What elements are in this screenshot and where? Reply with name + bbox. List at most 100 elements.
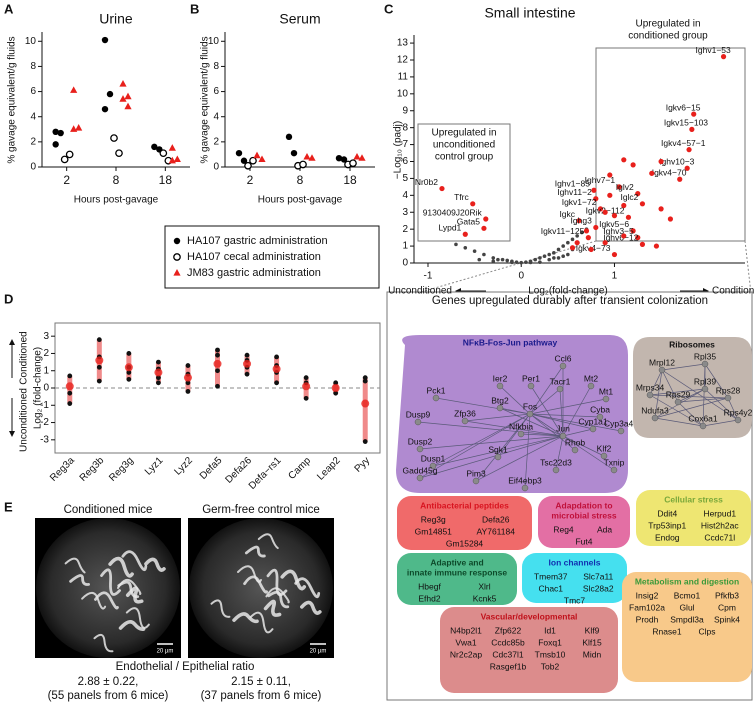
node-label: Ier2 xyxy=(493,373,508,383)
vessel xyxy=(244,545,266,558)
edge xyxy=(417,421,564,437)
point xyxy=(333,380,339,386)
node-label: Cyp3a44 xyxy=(604,418,638,428)
range-bar xyxy=(362,377,368,442)
y-axis-label: −Log₁₀ (padj) xyxy=(393,121,404,179)
edge xyxy=(435,397,531,415)
point xyxy=(481,225,487,231)
mean xyxy=(183,373,192,382)
edge xyxy=(529,413,601,418)
point-label: Nr0b2 xyxy=(415,177,438,187)
point xyxy=(477,257,482,262)
point xyxy=(574,240,580,246)
gene: Spink4 xyxy=(714,614,740,624)
ratio: 2.15 ± 0.11, xyxy=(231,676,291,688)
point xyxy=(70,125,78,132)
y-tick-label: -3 xyxy=(40,434,49,445)
ratio: 2.88 ± 0.22, xyxy=(78,676,139,688)
direction-label: Unconditioned xyxy=(19,388,30,452)
point xyxy=(96,337,102,343)
x-tick-label: Leap2 xyxy=(315,455,343,483)
vessel xyxy=(232,612,259,624)
point xyxy=(597,206,604,212)
vessel xyxy=(267,590,290,609)
edge xyxy=(475,435,564,482)
group-title: Ion channels xyxy=(549,557,601,567)
vessel xyxy=(100,568,121,596)
y-tick-label: 2 xyxy=(43,348,49,359)
point xyxy=(308,154,316,161)
point xyxy=(75,124,83,131)
node-label: Mt2 xyxy=(584,373,598,383)
chart-title: Urine xyxy=(99,11,133,27)
x-tick-label: Pyy xyxy=(353,455,373,475)
point xyxy=(303,152,311,160)
cluster-title: NFκB-Fos-Jun pathway xyxy=(463,337,558,347)
point xyxy=(173,269,181,276)
point xyxy=(691,111,697,117)
group-box xyxy=(440,607,618,693)
point xyxy=(639,201,646,207)
point xyxy=(635,191,641,197)
gene: Xlrl xyxy=(478,581,490,591)
node xyxy=(571,446,579,454)
point xyxy=(667,216,674,222)
x-axis-label: Hours post-gavage xyxy=(258,195,343,206)
panel-letter: A xyxy=(4,1,14,16)
x-tick-label: Camp xyxy=(286,455,313,482)
gene: Insig2 xyxy=(636,590,659,600)
gene: Tmem37 xyxy=(534,571,568,581)
vessel xyxy=(125,607,150,629)
vessel xyxy=(300,600,322,615)
node xyxy=(414,418,422,426)
node-label: Tacr1 xyxy=(550,376,571,386)
node xyxy=(559,362,567,370)
cluster-background xyxy=(396,335,628,493)
y-tick-label: 11 xyxy=(398,72,409,83)
group-box xyxy=(636,490,751,546)
node xyxy=(496,382,504,390)
y-tick-label: 2 xyxy=(402,224,408,235)
point xyxy=(602,209,608,215)
node xyxy=(432,394,440,402)
point xyxy=(119,80,127,87)
range-bar xyxy=(215,350,220,387)
y-tick-label: 1 xyxy=(43,365,49,376)
edge xyxy=(529,388,561,415)
image-title: Germ-free control mice xyxy=(202,504,320,516)
point-label: Igkv15−103 xyxy=(664,118,708,128)
point-label: Igkv1−72 xyxy=(562,197,597,207)
point xyxy=(585,235,591,241)
node-label: Btg2 xyxy=(491,395,509,405)
y-tick-label: -2 xyxy=(40,417,49,428)
node xyxy=(429,462,437,470)
point-label: Ighg3 xyxy=(571,216,593,226)
node-label: Fos xyxy=(523,401,537,411)
vessel xyxy=(125,586,144,604)
x-tick-label: 18 xyxy=(343,173,357,187)
mean xyxy=(213,359,222,368)
scale-bar-label: 20 µm xyxy=(310,649,327,655)
point xyxy=(524,260,528,264)
node xyxy=(416,445,424,453)
point xyxy=(556,256,561,260)
x-tick-label: Defa−rs1 xyxy=(247,455,284,492)
point xyxy=(362,439,368,444)
edge xyxy=(654,397,729,419)
node xyxy=(559,432,567,440)
point-label: Igkc xyxy=(559,209,575,219)
point-label: Ighv3−5 xyxy=(603,226,634,236)
edge xyxy=(562,428,594,437)
x-tick-label: 2 xyxy=(247,173,254,187)
point xyxy=(569,245,576,251)
point-label: Tfrc xyxy=(454,192,469,202)
point xyxy=(462,231,468,237)
vessel xyxy=(81,591,107,610)
gene: Fam102a xyxy=(629,602,665,612)
node xyxy=(472,477,480,485)
y-tick-label: -1 xyxy=(40,400,49,411)
node xyxy=(416,474,424,482)
point-label: 9130409J20Rik xyxy=(423,207,483,217)
y-tick-label: 2 xyxy=(213,136,219,147)
